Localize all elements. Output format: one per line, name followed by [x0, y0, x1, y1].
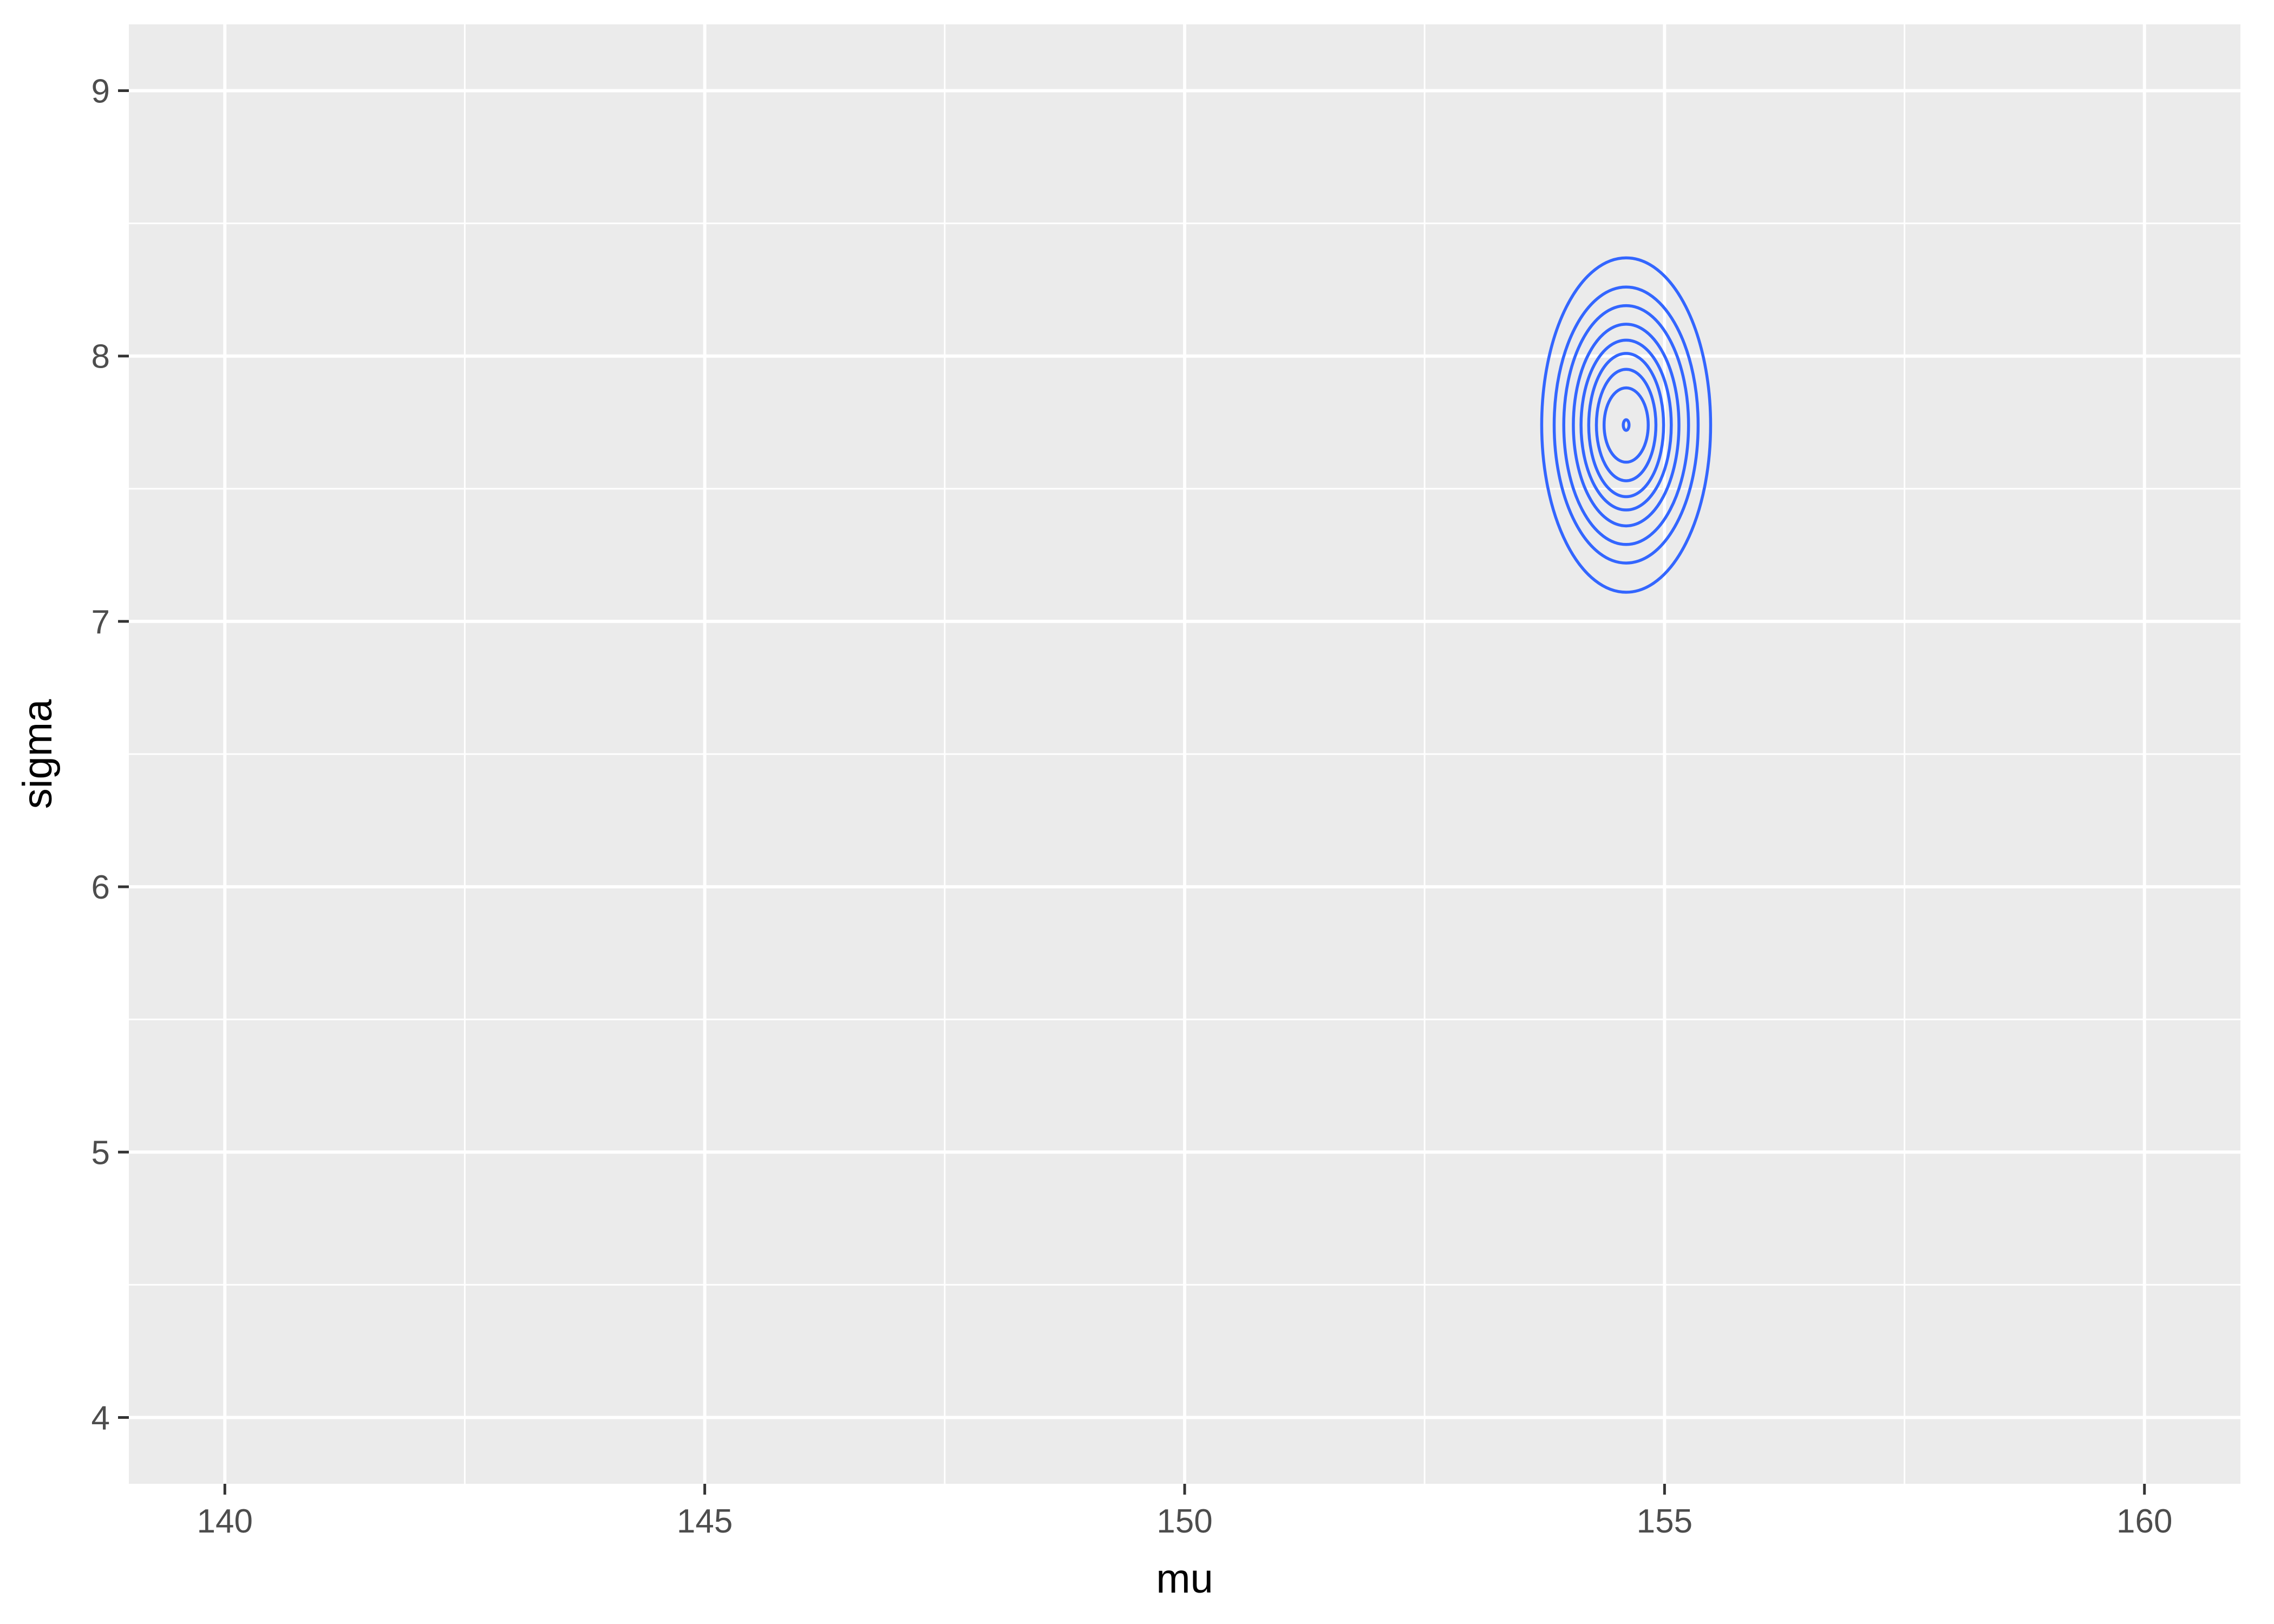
contour-line-3	[1562, 304, 1690, 546]
x-tick-label: 150	[1156, 1503, 1212, 1540]
y-tick-label: 8	[92, 338, 110, 376]
y-tick-label: 9	[92, 73, 110, 110]
y-tick-label: 7	[92, 604, 110, 641]
y-axis: 4 5 6 7 8 9	[92, 73, 129, 1437]
x-axis-title: mu	[1156, 1556, 1213, 1602]
y-tick-label: 6	[92, 869, 110, 906]
contour-line-4	[1572, 323, 1681, 528]
y-tick-label: 5	[92, 1134, 110, 1171]
contour-line-7	[1595, 368, 1658, 482]
x-tick-label: 145	[677, 1503, 733, 1540]
density-contours	[1540, 256, 1713, 594]
x-axis: 140 145 150 155 160	[197, 1484, 2172, 1540]
contour-line-8	[1602, 386, 1650, 464]
major-gridlines	[129, 24, 2240, 1484]
y-tick-label: 4	[92, 1399, 110, 1437]
contour-line-2	[1552, 285, 1700, 565]
y-axis-title: sigma	[15, 699, 61, 809]
x-tick-label: 155	[1637, 1503, 1693, 1540]
contour-line-5	[1579, 338, 1673, 512]
contour-line-6	[1587, 352, 1665, 499]
contour-line-9	[1622, 418, 1631, 432]
x-tick-label: 140	[197, 1503, 253, 1540]
contour-line-1	[1540, 256, 1713, 594]
x-tick-label: 160	[2116, 1503, 2172, 1540]
